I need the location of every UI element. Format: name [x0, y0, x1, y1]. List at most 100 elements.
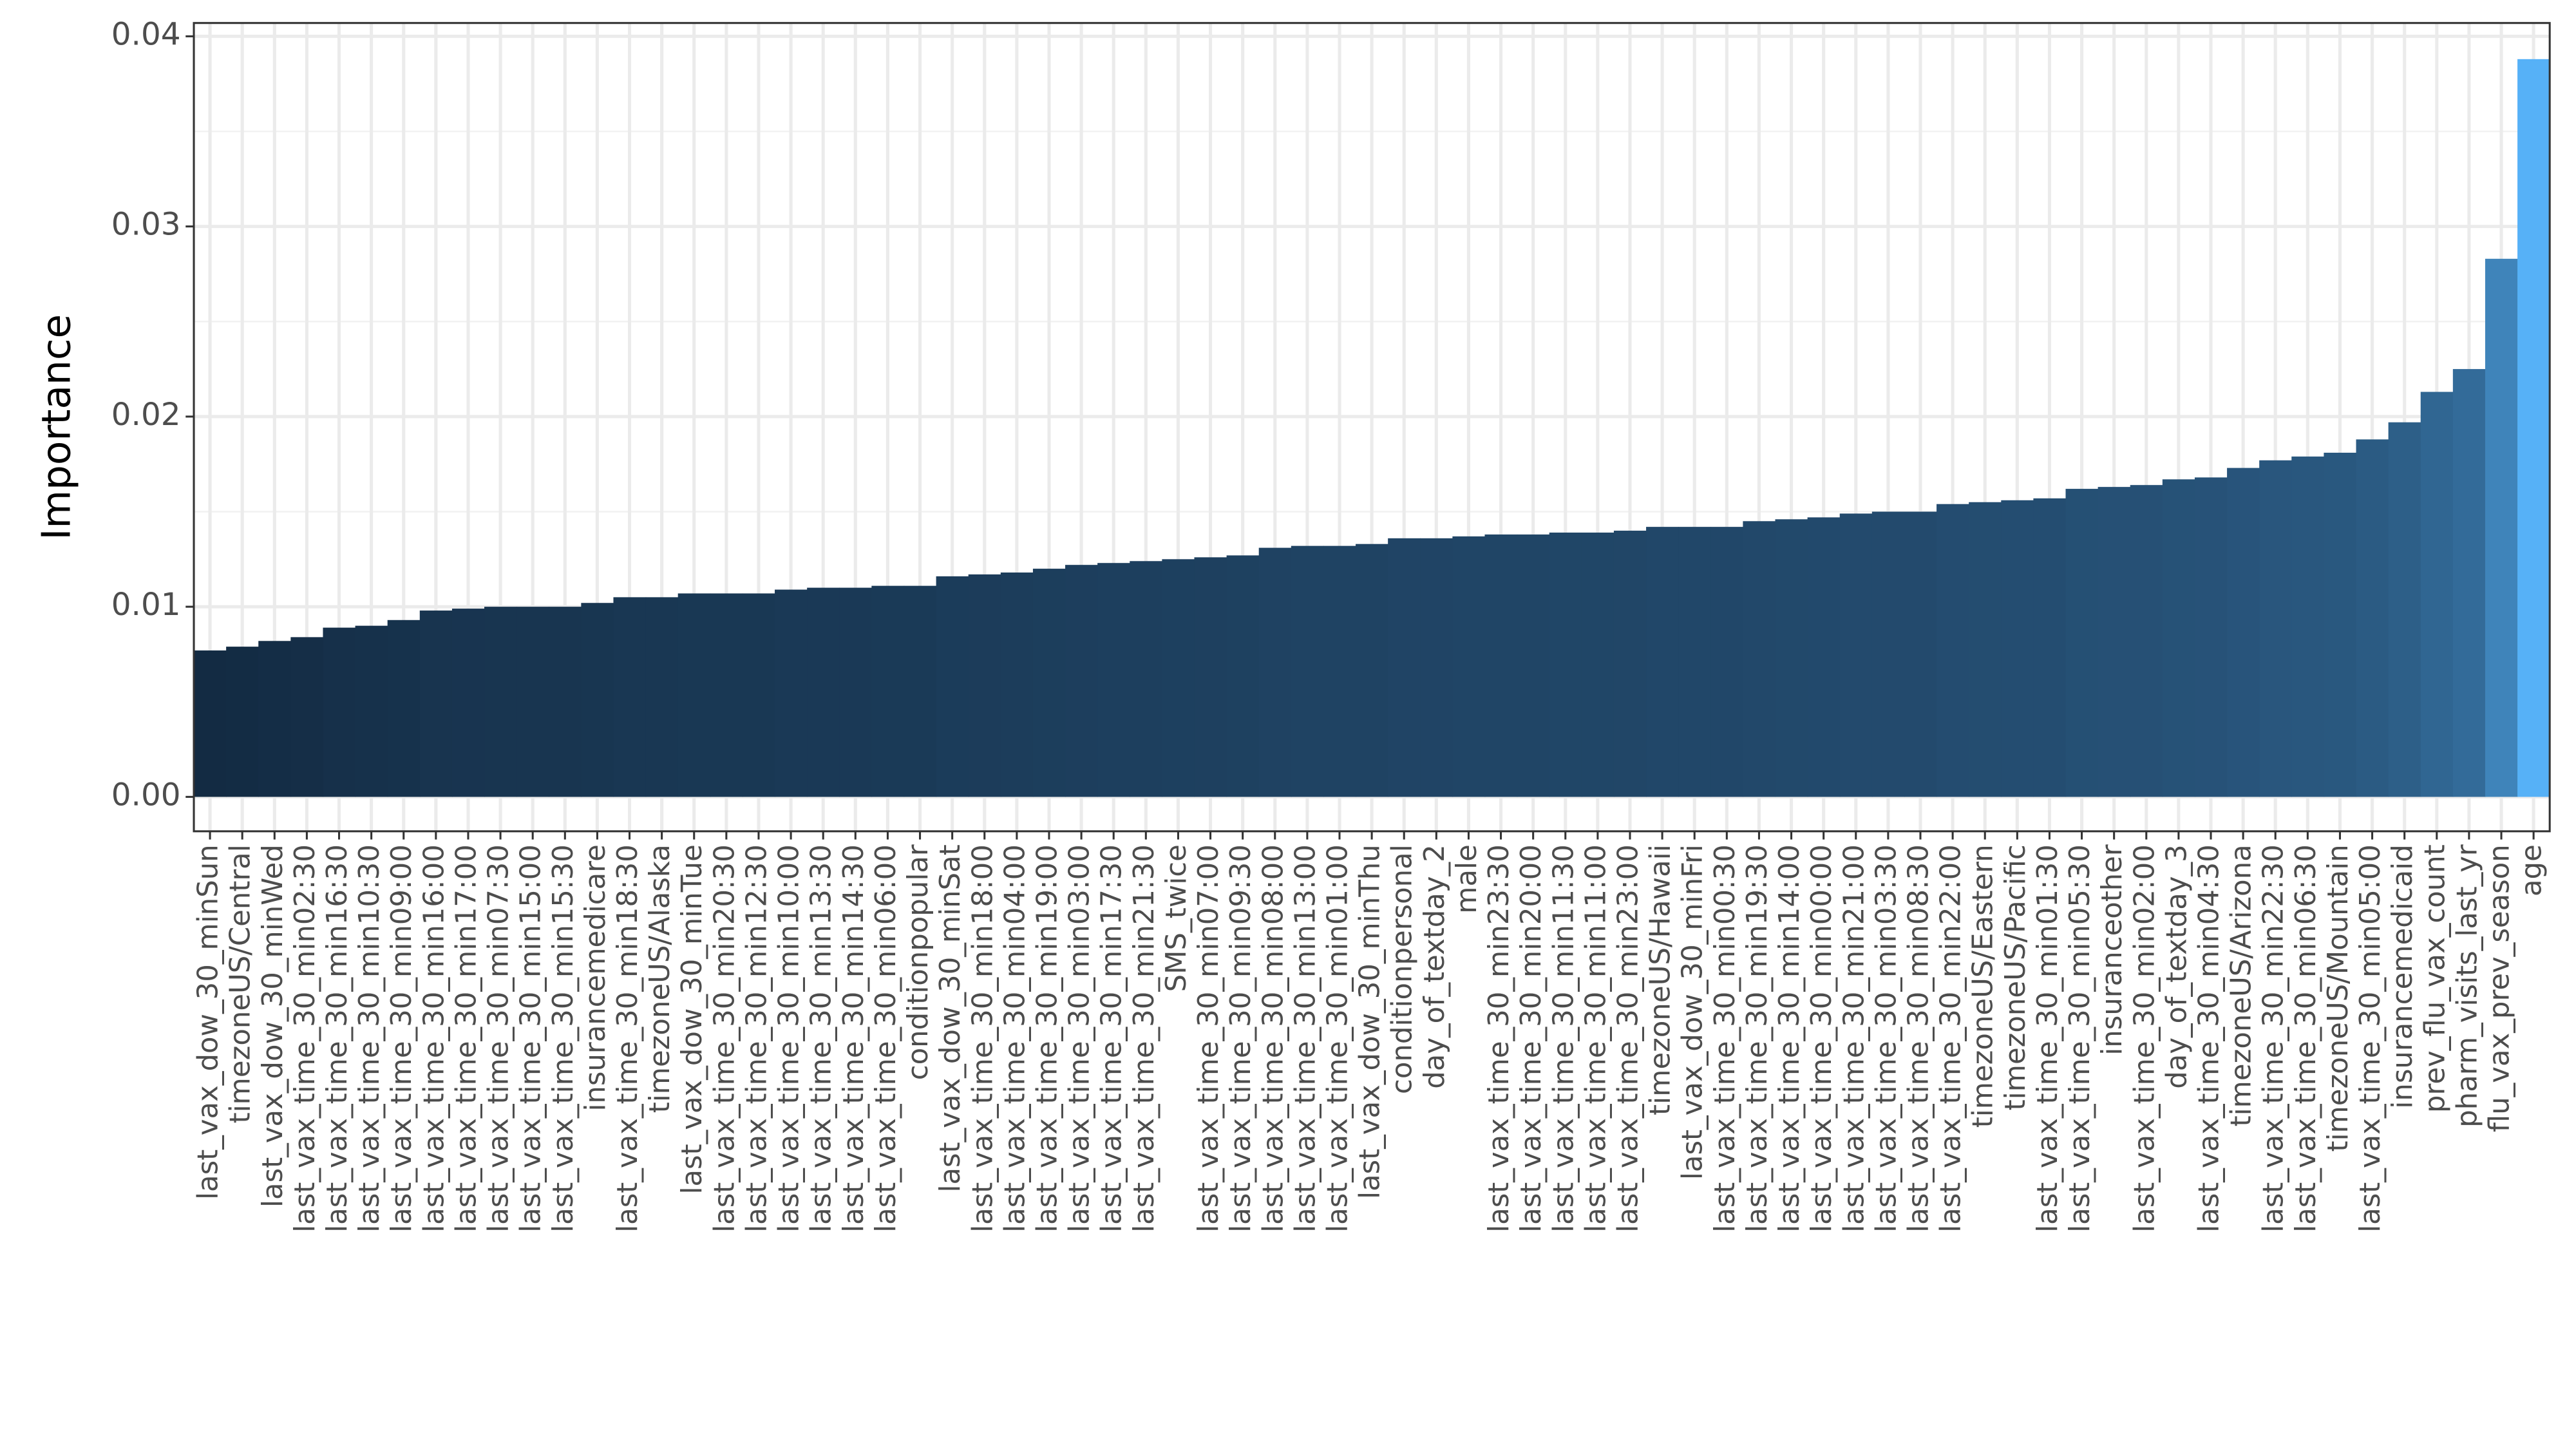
bar [451, 609, 485, 797]
bar [549, 607, 582, 797]
bar [226, 647, 260, 797]
bar [1937, 504, 1969, 797]
y-tick-label: 0.04 [111, 16, 181, 52]
x-tick-label: last_vax_time_30_min11:30 [1548, 844, 1580, 1233]
bar [2388, 422, 2421, 797]
x-tick-label: last_vax_time_30_min20:30 [708, 844, 741, 1233]
bar [323, 627, 356, 797]
x-tick-label: timezoneUS/Arizona [2226, 844, 2258, 1126]
bar [1517, 534, 1550, 797]
bar [1775, 519, 1808, 797]
x-tick-label: last_vax_time_30_min17:00 [450, 844, 482, 1233]
x-tick-label: male [1451, 844, 1483, 914]
x-tick-label: last_vax_time_30_min18:30 [612, 844, 644, 1233]
x-tick-label: last_vax_time_30_min16:00 [418, 844, 450, 1233]
bar [290, 637, 324, 797]
bar [581, 603, 614, 797]
x-tick-label: last_vax_dow_30_minSun [193, 844, 225, 1200]
bar [2194, 477, 2228, 797]
bar [419, 611, 453, 797]
panel-border [193, 22, 2551, 833]
x-tick-label: last_vax_time_30_min16:30 [321, 844, 354, 1233]
bar [1710, 527, 1744, 797]
bar [1291, 545, 1324, 797]
x-tick-label: last_vax_time_30_min21:30 [1128, 844, 1160, 1233]
x-tick-label: last_vax_time_30_min04:00 [999, 844, 1031, 1233]
bar [1323, 545, 1356, 797]
x-tick-label: last_vax_time_30_min15:00 [515, 844, 547, 1233]
bar [677, 593, 711, 797]
x-tick-label: last_vax_time_30_min19:00 [1031, 844, 1063, 1233]
x-tick-label: last_vax_time_30_min08:30 [1903, 844, 1935, 1233]
bar [2452, 369, 2486, 797]
x-tick-label: insurancemedicare [580, 844, 612, 1111]
bar [871, 585, 905, 797]
x-tick-label: last_vax_time_30_min22:00 [1935, 844, 1967, 1233]
bar [613, 597, 647, 797]
x-tick-label: insuranceother [2096, 844, 2128, 1056]
bar [807, 587, 840, 797]
y-axis-label: Importance [33, 314, 79, 540]
x-tick-label: timezoneUS/Alaska [644, 844, 676, 1113]
bar [1226, 555, 1260, 797]
x-tick-label: last_vax_time_30_min22:30 [2258, 844, 2290, 1233]
bar [2130, 485, 2163, 797]
x-tick-label: last_vax_dow_30_minFri [1677, 844, 1709, 1180]
x-tick-label: timezoneUS/Mountain [2322, 844, 2354, 1151]
bar [1258, 547, 1292, 797]
x-tick-label: last_vax_time_30_min18:00 [967, 844, 999, 1233]
bar [968, 574, 1001, 797]
x-tick-label: pharm_visits_last_yr [2451, 844, 2483, 1128]
x-tick-label: last_vax_time_30_min09:30 [1225, 844, 1257, 1233]
x-tick-label: last_vax_time_30_min14:30 [838, 844, 870, 1233]
x-tick-label: timezoneUS/Hawaii [1645, 844, 1677, 1115]
x-tick-label: last_vax_time_30_min03:30 [1870, 844, 1902, 1233]
bar [1388, 538, 1421, 797]
x-tick-label: last_vax_time_30_min06:30 [2290, 844, 2322, 1233]
x-tick-label: last_vax_time_30_min12:30 [741, 844, 773, 1233]
x-tick-label: last_vax_dow_30_minThu [1354, 844, 1387, 1199]
bar [1194, 557, 1227, 797]
bar [2517, 59, 2550, 797]
x-tick-label: day_of_textday_3 [2161, 844, 2193, 1089]
x-tick-label: SMS_twice [1160, 844, 1193, 992]
bar [1452, 536, 1486, 797]
bar [355, 625, 388, 797]
y-tick-label: 0.01 [111, 587, 181, 623]
bar [2033, 498, 2067, 797]
x-tick-label: last_vax_time_30_min14:00 [1774, 844, 1806, 1233]
bar [516, 607, 550, 797]
x-tick-label: day_of_textday_2 [1419, 844, 1451, 1089]
x-tick-label: last_vax_time_30_min01:00 [1321, 844, 1354, 1233]
x-tick-label: last_vax_time_30_min00:30 [1709, 844, 1741, 1233]
x-tick-label: last_vax_time_30_min23:30 [1483, 844, 1515, 1233]
x-tick-label: last_vax_dow_30_minSat [934, 844, 967, 1192]
x-tick-label: last_vax_time_30_min23:00 [1612, 844, 1644, 1233]
x-tick-label: last_vax_time_30_min02:00 [2128, 844, 2161, 1233]
x-tick-label: flu_vax_prev_season [2484, 844, 2516, 1132]
bar [1646, 527, 1679, 797]
bar [2227, 468, 2260, 797]
x-tick-label: last_vax_time_30_min08:00 [1257, 844, 1289, 1233]
bar [1162, 559, 1195, 797]
bar [2291, 456, 2325, 797]
bar [2065, 489, 2099, 797]
bar [1904, 511, 1937, 797]
bar [1097, 563, 1131, 797]
bar [936, 576, 969, 797]
bar [1356, 544, 1388, 797]
x-tick-label: last_vax_time_30_min19:30 [1741, 844, 1774, 1233]
bar [645, 597, 679, 797]
bar [1549, 532, 1582, 797]
bar [2420, 392, 2454, 797]
x-tick-label: last_vax_dow_30_minTue [676, 844, 708, 1194]
x-tick-label: timezoneUS/Central [225, 844, 257, 1123]
bar [2259, 460, 2293, 797]
bar [2324, 452, 2357, 797]
y-tick-label: 0.02 [111, 397, 181, 433]
x-tick-label: last_vax_time_30_min05:30 [2064, 844, 2096, 1233]
x-tick-label: last_vax_time_30_min10:30 [354, 844, 386, 1233]
bar [1807, 517, 1841, 797]
bar [484, 607, 517, 797]
